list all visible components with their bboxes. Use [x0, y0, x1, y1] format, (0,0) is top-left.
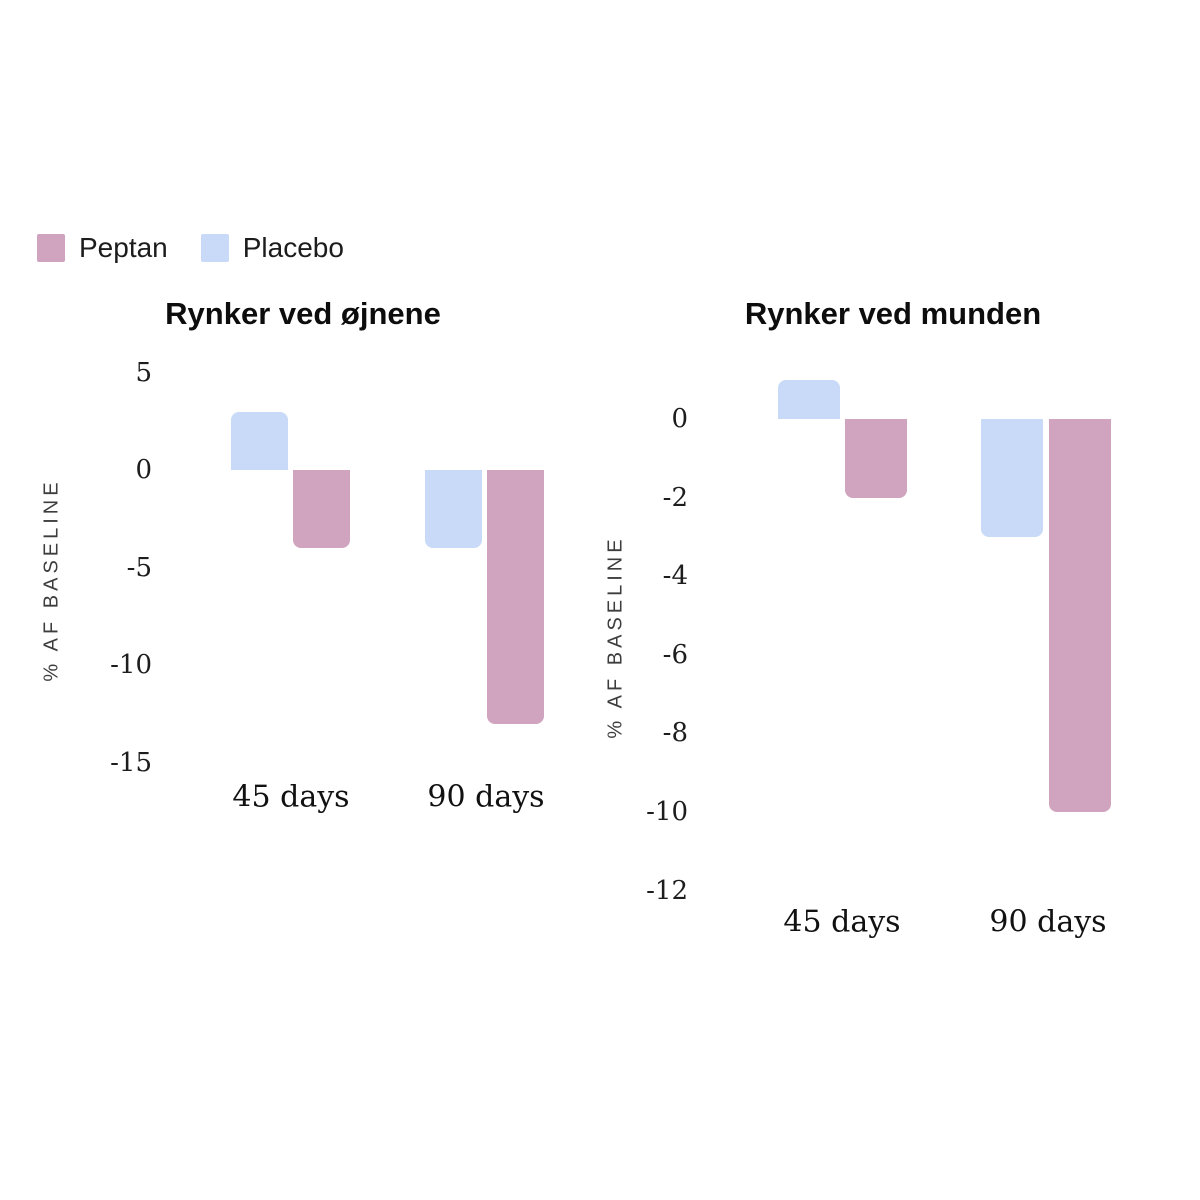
chart-title-eyes: Rynker ved øjnene	[165, 296, 441, 331]
bar-mouth-90-days-placebo	[981, 419, 1043, 537]
ytick-eyes-5: 5	[135, 357, 152, 388]
legend-item-peptan: Peptan	[37, 234, 168, 262]
bar-eyes-45-days-peptan	[293, 470, 350, 548]
bar-mouth-90-days-peptan	[1049, 419, 1111, 812]
bar-eyes-45-days-placebo	[231, 411, 288, 470]
ytick-mouth--10: -10	[646, 797, 688, 827]
xtick-mouth-45-days: 45 days	[783, 904, 901, 940]
ytick-mouth--2: -2	[662, 482, 688, 513]
ytick-mouth--12: -12	[646, 875, 688, 906]
legend-swatch-peptan	[37, 234, 65, 262]
bar-mouth-45-days-peptan	[845, 419, 907, 498]
ytick-mouth--4: -4	[662, 561, 688, 592]
ytick-eyes-0: 0	[135, 455, 152, 485]
bar-eyes-90-days-peptan	[487, 470, 544, 724]
y-axis-label-mouth: % AF BASELINE	[604, 535, 627, 739]
xtick-eyes-45-days: 45 days	[232, 779, 350, 815]
chart-title-mouth: Rynker ved munden	[744, 296, 1042, 331]
xtick-mouth-90-days: 90 days	[989, 904, 1107, 940]
ytick-eyes--10: -10	[110, 650, 152, 680]
legend-item-placebo: Placebo	[200, 232, 344, 263]
y-axis-label-eyes: % AF BASELINE	[40, 478, 63, 682]
ytick-eyes--15: -15	[110, 747, 152, 778]
chart-legend: Peptan Placebo	[37, 234, 344, 262]
ytick-eyes--5: -5	[126, 552, 152, 583]
bar-mouth-45-days-placebo	[778, 379, 840, 419]
ytick-mouth-0: 0	[671, 404, 688, 434]
xtick-eyes-90-days: 90 days	[427, 779, 545, 815]
legend-label-placebo: Placebo	[242, 232, 344, 263]
ytick-mouth--8: -8	[662, 718, 688, 749]
legend-swatch-placebo	[200, 234, 229, 262]
legend-label-peptan: Peptan	[79, 232, 168, 263]
ytick-mouth--6: -6	[662, 639, 688, 670]
bar-eyes-90-days-placebo	[425, 470, 482, 548]
